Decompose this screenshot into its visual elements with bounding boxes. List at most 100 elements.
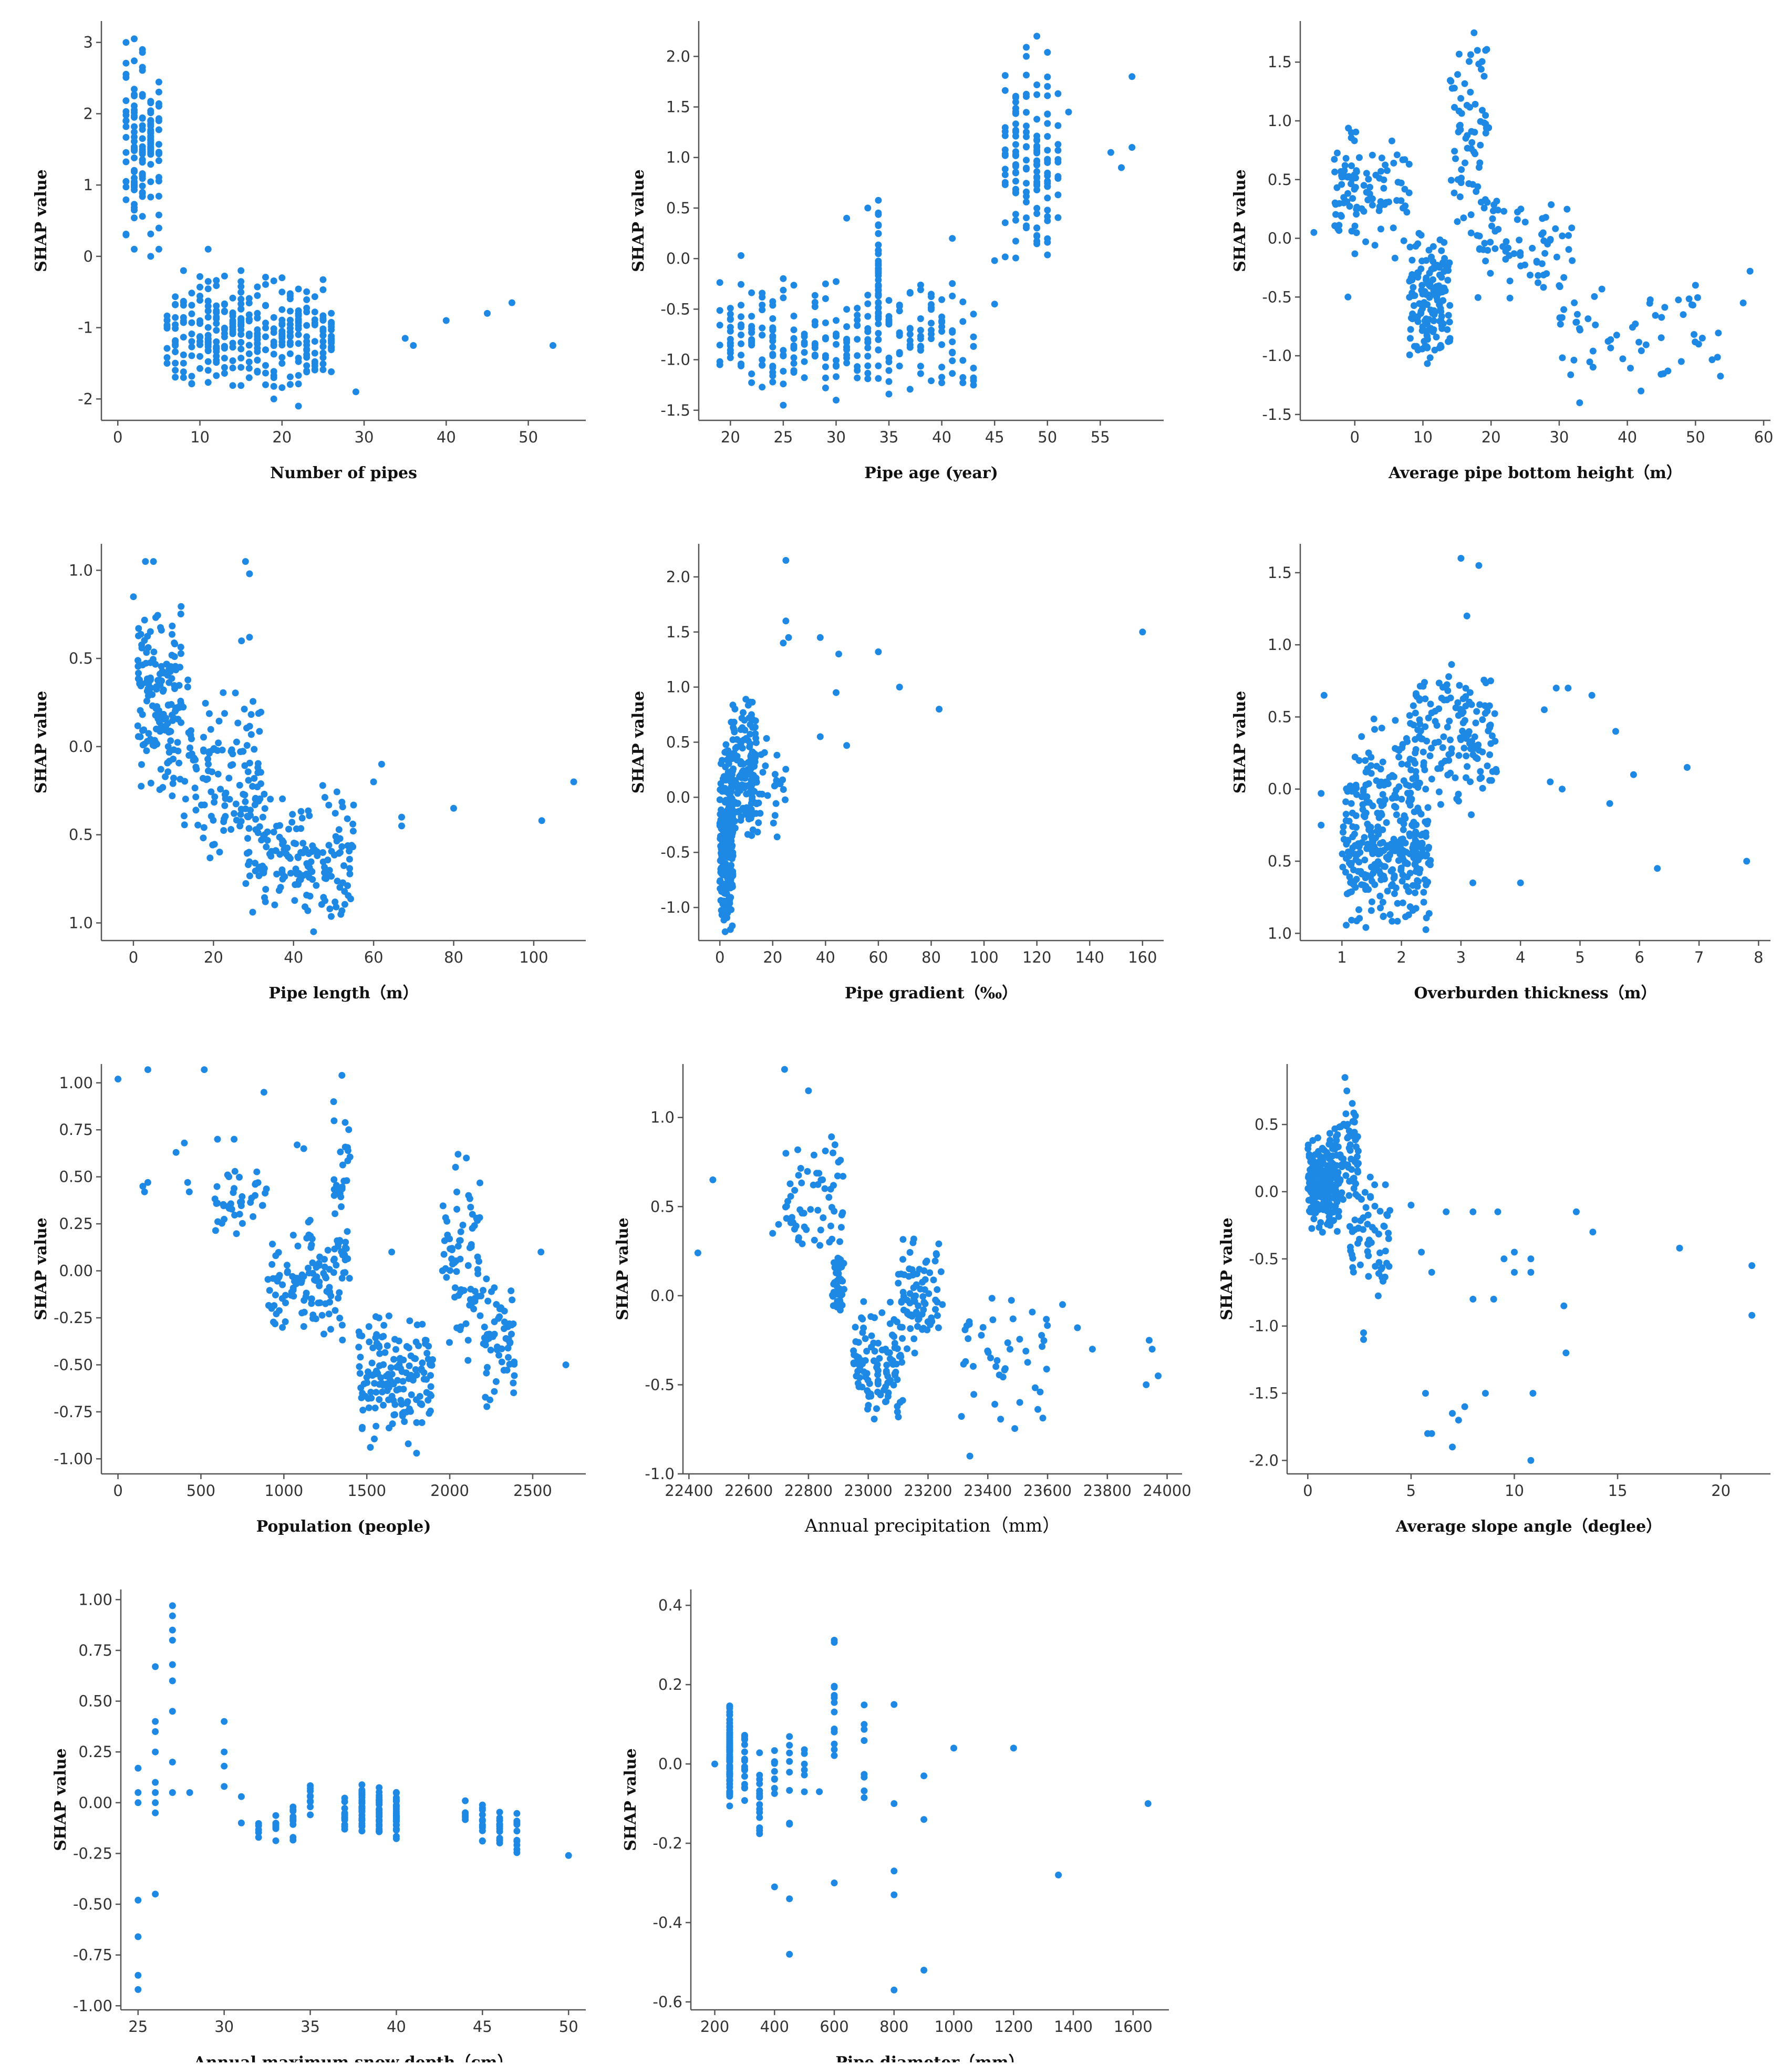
data-point [1311,1162,1318,1170]
data-point [172,367,179,374]
data-point [372,1334,379,1341]
data-point [298,814,306,822]
data-point [196,338,203,345]
data-point [262,319,269,327]
data-point [1489,215,1496,222]
data-point [1414,269,1421,276]
data-point [1415,867,1423,874]
data-point [1658,314,1665,321]
data-point [750,776,757,783]
data-point [144,1179,151,1186]
data-point [1476,232,1483,240]
data-point [993,1357,1001,1364]
data-point [779,776,786,783]
data-point [757,810,764,817]
data-point [1467,229,1475,236]
data-point [1054,122,1062,129]
data-point [204,756,212,763]
data-point [949,370,956,377]
data-point [816,1788,823,1795]
data-point [1627,365,1634,372]
data-point [228,1205,235,1213]
data-point [843,352,851,359]
data-point [1343,922,1350,929]
data-point [854,336,861,343]
data-point [1435,705,1443,713]
data-point [831,1639,838,1646]
data-point [321,794,328,801]
data-point [459,1222,467,1228]
data-point [738,323,744,331]
data-point [442,1214,449,1221]
data-point [734,787,742,793]
data-point [152,1718,159,1725]
data-point [1351,877,1358,885]
data-point [356,1363,363,1370]
data-point [376,1784,383,1791]
data-point [1428,1268,1435,1276]
x-tick-label: 45 [473,2018,492,2036]
data-point [1556,314,1563,322]
data-point [213,302,220,309]
data-point [1339,863,1346,871]
data-point [1326,1130,1333,1137]
data-point [155,78,162,86]
data-point [1355,757,1363,764]
y-tick-label: 2 [84,105,93,122]
data-point [367,1444,374,1451]
data-point [1358,1196,1365,1203]
data-point [229,294,236,302]
data-point [1346,1147,1354,1154]
data-point [1589,364,1597,371]
data-point [780,786,787,793]
data-point [1353,229,1360,236]
data-point [225,1173,233,1180]
data-point [396,1386,403,1393]
data-point [1406,782,1413,790]
data-point [395,1337,402,1345]
data-point [1444,326,1451,333]
data-point [904,1345,910,1352]
data-point [147,193,154,201]
data-point [175,759,183,767]
data-point [1367,1193,1374,1200]
data-point [371,1380,378,1387]
data-point [1355,154,1363,161]
data-point [1012,216,1019,224]
data-point [303,870,310,877]
data-point [756,1801,763,1808]
data-point [1405,798,1412,806]
data-point [177,611,184,617]
data-point [318,1312,326,1319]
data-point [1478,774,1485,781]
data-point [1419,830,1426,838]
data-point [1360,1329,1367,1336]
data-point [295,331,302,338]
data-point [783,1203,790,1210]
data-point [737,726,744,733]
y-tick-label: -1.0 [1249,1317,1279,1335]
data-point [854,312,861,319]
data-point [1333,1228,1341,1235]
data-point [316,1253,324,1261]
data-point [144,633,151,640]
data-point [270,395,277,402]
data-point [1033,91,1041,98]
data-point [240,791,247,798]
points-pipes [122,35,556,410]
data-point [1368,753,1375,761]
data-point [1023,189,1030,195]
data-point [311,338,318,345]
data-point [241,706,248,713]
data-point [1407,1202,1415,1209]
data-point [1376,1249,1384,1256]
data-point [991,1401,999,1408]
data-point [724,797,732,804]
data-point [206,854,214,862]
data-point [180,334,187,341]
data-point [1023,53,1030,60]
data-point [790,282,797,289]
y-tick-label: 3 [84,34,93,51]
points-height [1310,29,1754,406]
